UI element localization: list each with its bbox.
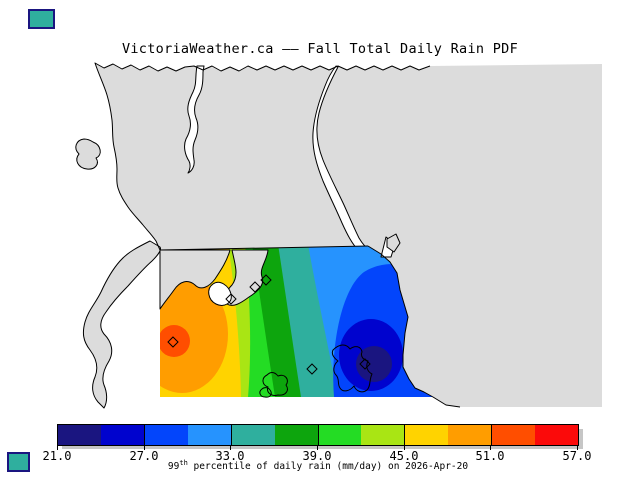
land-strip-west [82, 240, 161, 409]
small-bay-water [208, 281, 232, 306]
coastline-east [367, 245, 461, 408]
colorbar-tick-label: 33.0 [215, 449, 245, 463]
colorbar [57, 424, 579, 446]
colorbar-tick [57, 446, 58, 450]
island-outline-large [262, 372, 288, 396]
station-diamond-icon [225, 293, 237, 305]
colorbar-segment-2 [143, 425, 188, 445]
caption-number: 99 [167, 461, 180, 472]
colorbar-tick [577, 446, 578, 450]
caption-text: percentile of daily rain (mm/day) on 202… [187, 461, 469, 472]
station-diamond-icon [167, 336, 179, 348]
colorbar-segment-3 [187, 425, 231, 445]
colorbar-segment-1 [100, 425, 144, 445]
island-outline-small [259, 387, 272, 398]
colorbar-segment-9 [448, 425, 492, 445]
colorbar-caption: 99th percentile of daily rain (mm/day) o… [0, 459, 636, 472]
station-diamond-icon [359, 358, 371, 370]
colorbar-segment-8 [404, 425, 449, 445]
corner-mark-bottom-left [7, 452, 30, 472]
colorbar-segment-5 [274, 425, 318, 445]
colorbar-tick [404, 446, 405, 450]
caption-superscript: th [179, 459, 188, 467]
colorbar-tick [144, 446, 145, 450]
colorbar-segment-4 [230, 425, 275, 445]
colorbar-tick [317, 446, 318, 450]
colorbar-tick-label: 51.0 [475, 449, 505, 463]
land-wedge-over-block [159, 249, 231, 310]
coastline-west-top [94, 62, 431, 251]
coastline-block-top [159, 245, 369, 251]
land-tongue-over-block [224, 249, 269, 306]
contour-band-21-24-min [356, 346, 392, 382]
colorbar-segment-0 [58, 425, 101, 445]
colorbar-tick-label: 57.0 [562, 449, 592, 463]
colorbar-segment-7 [361, 425, 405, 445]
colorbar-segment-11 [535, 425, 579, 445]
corner-mark-top-left [28, 9, 55, 29]
colorbar-tick [230, 446, 231, 450]
harbour-outline-over-minimum [331, 344, 373, 393]
station-diamond-icon [260, 274, 272, 286]
page-title: VictoriaWeather.ca —— Fall Total Daily R… [121, 41, 519, 57]
colorbar-segment-6 [317, 425, 362, 445]
contour-field [160, 246, 433, 397]
contour-band-51-54-max [160, 325, 190, 357]
colorbar-tick-label: 27.0 [129, 449, 159, 463]
islet [386, 233, 401, 253]
station-diamond-icon [306, 363, 318, 375]
colorbar-segment-10 [491, 425, 536, 445]
station-diamond-icon [249, 281, 261, 293]
station-markers [167, 274, 371, 375]
colorbar-tick-label: 45.0 [389, 449, 419, 463]
land-hook-peninsula [75, 138, 101, 170]
colorbar-tick [490, 446, 491, 450]
colorbar-tick-label: 21.0 [42, 449, 72, 463]
colorbar-tick-label: 39.0 [302, 449, 332, 463]
inlet-water [184, 65, 205, 174]
